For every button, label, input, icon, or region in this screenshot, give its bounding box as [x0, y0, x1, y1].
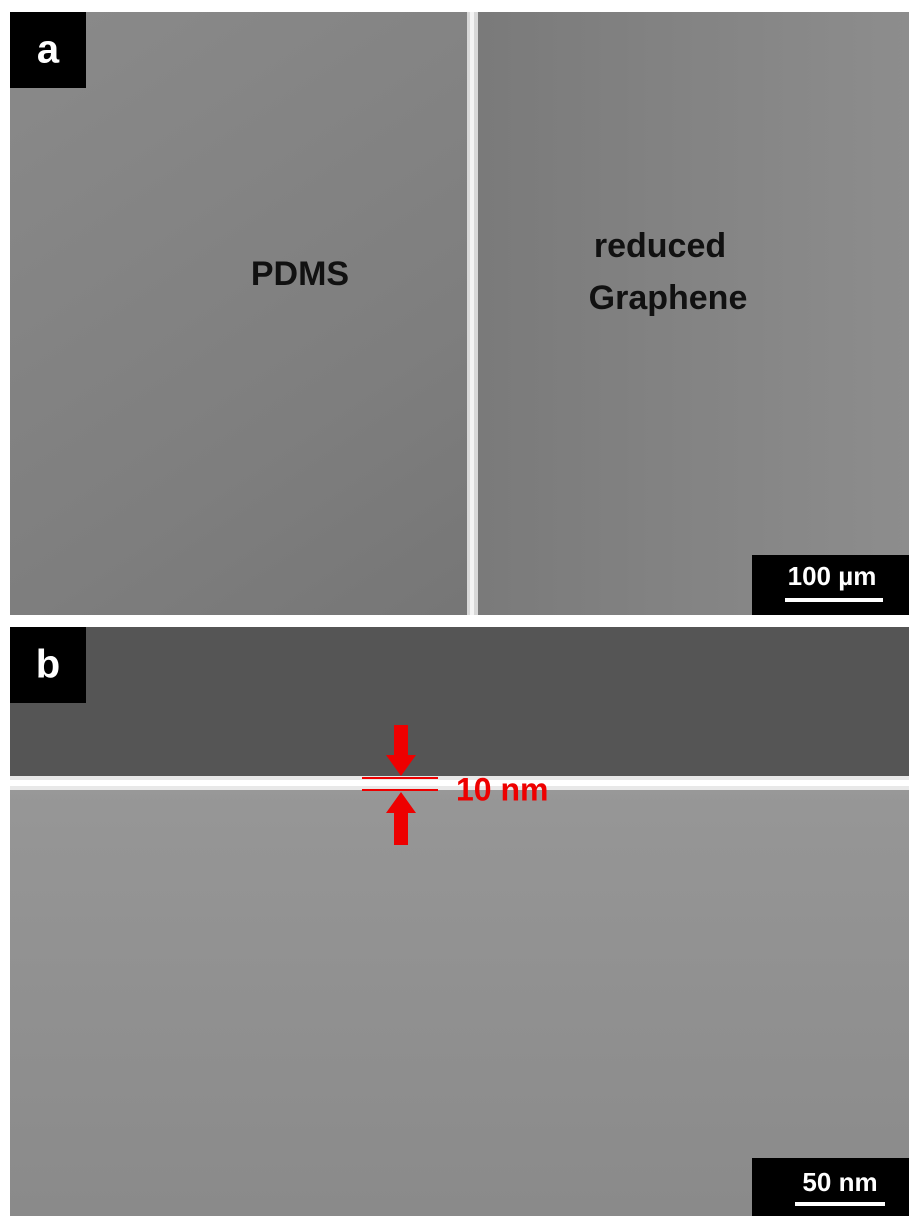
marker-line	[362, 789, 438, 791]
thickness-label: 10 nm	[456, 771, 548, 807]
arrow-shaft	[394, 813, 408, 845]
edge-highlight	[470, 12, 474, 615]
region-label: Graphene	[589, 279, 748, 317]
scale-bar	[795, 1202, 885, 1206]
scale-bar-label: 100 µm	[788, 561, 877, 591]
dark-region	[10, 627, 909, 778]
arrow-shaft	[394, 725, 408, 755]
panel-b: b 10 nm 50 nm	[10, 627, 909, 1216]
region-label: PDMS	[251, 255, 349, 293]
scale-bar	[785, 598, 883, 602]
marker-line	[362, 777, 438, 779]
figure: a PDMS reduced Graphene 100 µm b 10 nm 5…	[0, 0, 909, 1216]
region-label: reduced	[594, 227, 726, 265]
panel-label: b	[36, 643, 60, 687]
scale-bar-label: 50 nm	[802, 1167, 877, 1197]
panel-a: a PDMS reduced Graphene 100 µm	[10, 12, 909, 615]
panel-label: a	[37, 28, 60, 72]
